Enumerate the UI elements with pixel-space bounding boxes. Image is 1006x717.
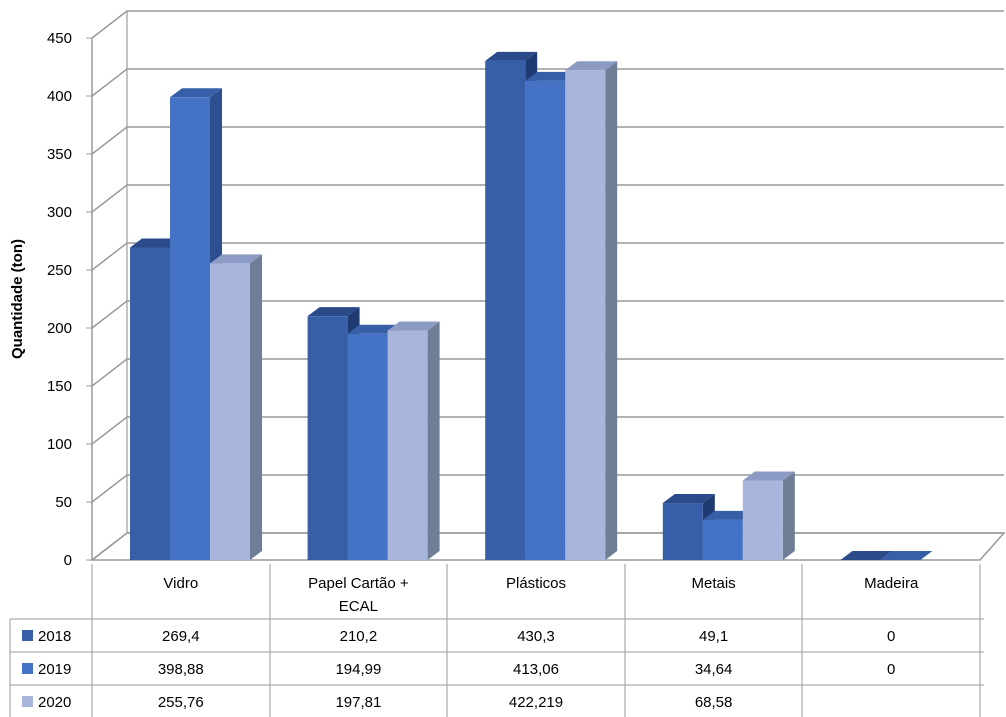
gridline [91, 358, 1004, 387]
bar [662, 494, 715, 560]
bar-side [250, 254, 262, 560]
gridline [91, 474, 1004, 503]
bar-side [782, 471, 795, 560]
y-tick-label: 300 [47, 204, 72, 221]
gridlines [91, 10, 1004, 561]
bar-front [662, 503, 703, 560]
bar [565, 61, 618, 561]
bar-top [662, 494, 715, 504]
y-axis-ticks: 0 50 100 150 200 250 300 350 400 450 [47, 30, 92, 569]
bar [210, 254, 262, 560]
gridline [91, 416, 1004, 445]
table-value: 422,219 [509, 694, 563, 711]
bar-front [387, 330, 428, 560]
table-value: 49,1 [699, 628, 728, 645]
y-axis-label: Quantidade (ton) [9, 239, 26, 359]
y-tick-label: 200 [47, 320, 72, 337]
table-value: 269,4 [162, 628, 200, 645]
y-tick-label: 400 [47, 88, 72, 105]
category-label: ECAL [339, 598, 378, 615]
bar-top [880, 551, 933, 560]
bar-front [702, 519, 743, 560]
legend-label: 2019 [38, 661, 71, 678]
bar-top [565, 61, 618, 71]
table-value: 210,2 [340, 628, 378, 645]
bar [880, 551, 933, 560]
legend-key [22, 630, 33, 641]
legend-label: 2020 [38, 694, 71, 711]
bar [742, 471, 795, 560]
bar [840, 551, 893, 560]
bar-front [130, 247, 170, 560]
data-table: Vidro Papel Cartão + ECAL Plásticos Metais Ma… [9, 564, 984, 717]
y-tick-label: 450 [47, 30, 72, 47]
legend-key [22, 663, 33, 674]
category-label: Vidro [163, 575, 198, 592]
gridline [91, 68, 1004, 97]
y-tick-label: 100 [47, 436, 72, 453]
bar-top [130, 238, 182, 248]
bar-top [525, 71, 578, 81]
table-value: 0 [887, 628, 895, 645]
bar-front [525, 80, 566, 560]
category-label: Metais [692, 575, 736, 592]
bar-side [605, 61, 618, 561]
category-label: Plásticos [506, 575, 566, 592]
bar-top [485, 51, 538, 61]
bar-front [565, 70, 606, 561]
y-tick-label: 350 [47, 146, 72, 163]
bar-front [170, 97, 210, 561]
table-value: 34,64 [695, 661, 733, 678]
bar-front [485, 60, 526, 561]
table-value: 0 [887, 661, 895, 678]
bar [387, 321, 440, 560]
table-value: 413,06 [513, 661, 559, 678]
table-value: 68,58 [695, 694, 733, 711]
y-tick-label: 150 [47, 378, 72, 395]
bar-top [307, 307, 360, 317]
legend-label: 2018 [38, 628, 71, 645]
bar-top [387, 321, 440, 331]
table-value: 398,88 [158, 661, 204, 678]
gridline [91, 184, 1004, 213]
legend-key [22, 696, 33, 707]
bar-top [840, 551, 893, 560]
bar-front [210, 263, 250, 560]
bar-top [742, 471, 795, 481]
bar-front [307, 316, 348, 560]
y-tick-label: 0 [64, 552, 72, 569]
bars [130, 51, 933, 561]
bar-top [347, 324, 400, 334]
bar-top [702, 510, 755, 520]
bar-front [347, 333, 388, 560]
bar-top [210, 254, 262, 264]
bar-side [427, 321, 440, 560]
gridline [91, 300, 1004, 329]
y-tick-label: 250 [47, 262, 72, 279]
bar-front [742, 480, 783, 560]
table-value: 430,3 [517, 628, 555, 645]
table-value: 194,99 [335, 661, 381, 678]
gridline [91, 242, 1004, 271]
y-tick-label: 50 [55, 494, 72, 511]
category-label: Papel Cartão + [308, 575, 409, 592]
gridline [91, 126, 1004, 155]
category-label: Madeira [864, 575, 919, 592]
table-value: 255,76 [158, 694, 204, 711]
gridline [91, 10, 1004, 39]
table-value: 197,81 [335, 694, 381, 711]
bar-top [170, 88, 222, 98]
